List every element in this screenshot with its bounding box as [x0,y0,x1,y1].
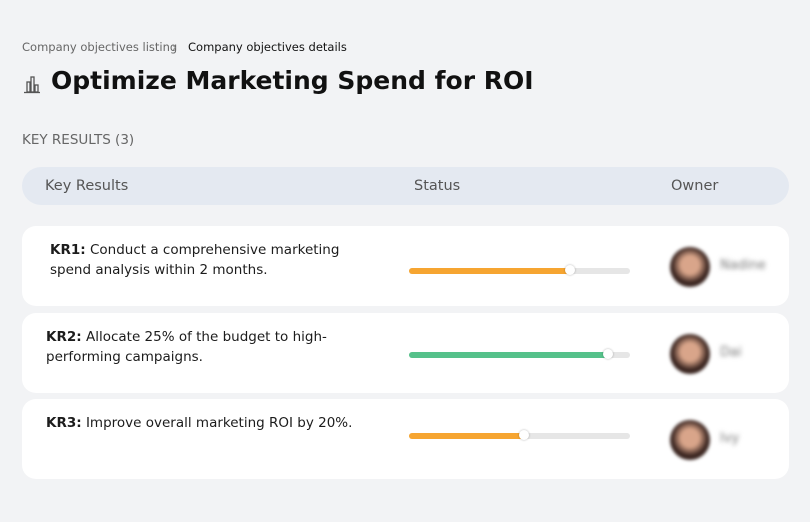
owner-name: Dai [720,345,742,360]
key-result-label: KR3: [46,415,82,431]
section-label: KEY RESULTS (3) [22,132,135,148]
progress-fill [409,352,608,358]
key-result-card: KR2: Allocate 25% of the budget to high-… [22,313,789,393]
progress-knob [518,430,529,440]
key-result-description: Improve overall marketing ROI by 20%. [85,415,353,431]
key-result-text: KR3: Improve overall marketing ROI by 20… [46,413,366,433]
progress-track [409,430,630,440]
progress-fill [409,433,524,439]
key-result-description: Allocate 25% of the budget to high-perfo… [46,329,327,365]
breadcrumb-link[interactable]: Company objectives listing [22,40,178,54]
breadcrumb-separator: › [172,40,177,54]
column-header: Status [414,178,461,194]
owner-avatar [670,420,710,460]
owner-name: Ivy [720,431,740,446]
owner-avatar [670,247,710,287]
breadcrumb-current: Company objectives details [188,40,347,54]
key-result-text: KR2: Allocate 25% of the budget to high-… [46,327,366,367]
progress-knob [602,349,613,359]
objective-icon [24,76,40,94]
owner-name: Nadine [720,258,766,273]
key-result-card: KR1: Conduct a comprehensive marketing s… [22,226,789,306]
key-result-label: KR2: [46,329,82,345]
page-title: Optimize Marketing Spend for ROI [51,66,534,95]
progress-fill [409,268,571,274]
column-header: Key Results [45,178,129,194]
column-header: Owner [671,178,719,194]
progress-track [409,265,630,275]
progress-knob [565,265,576,275]
key-result-description: Conduct a comprehensive marketing spend … [50,242,340,278]
key-result-text: KR1: Conduct a comprehensive marketing s… [50,240,370,280]
key-result-card: KR3: Improve overall marketing ROI by 20… [22,399,789,479]
owner-avatar [670,334,710,374]
key-result-label: KR1: [50,242,86,258]
table-header: Key Results Status Owner [22,167,789,205]
progress-track [409,349,630,359]
